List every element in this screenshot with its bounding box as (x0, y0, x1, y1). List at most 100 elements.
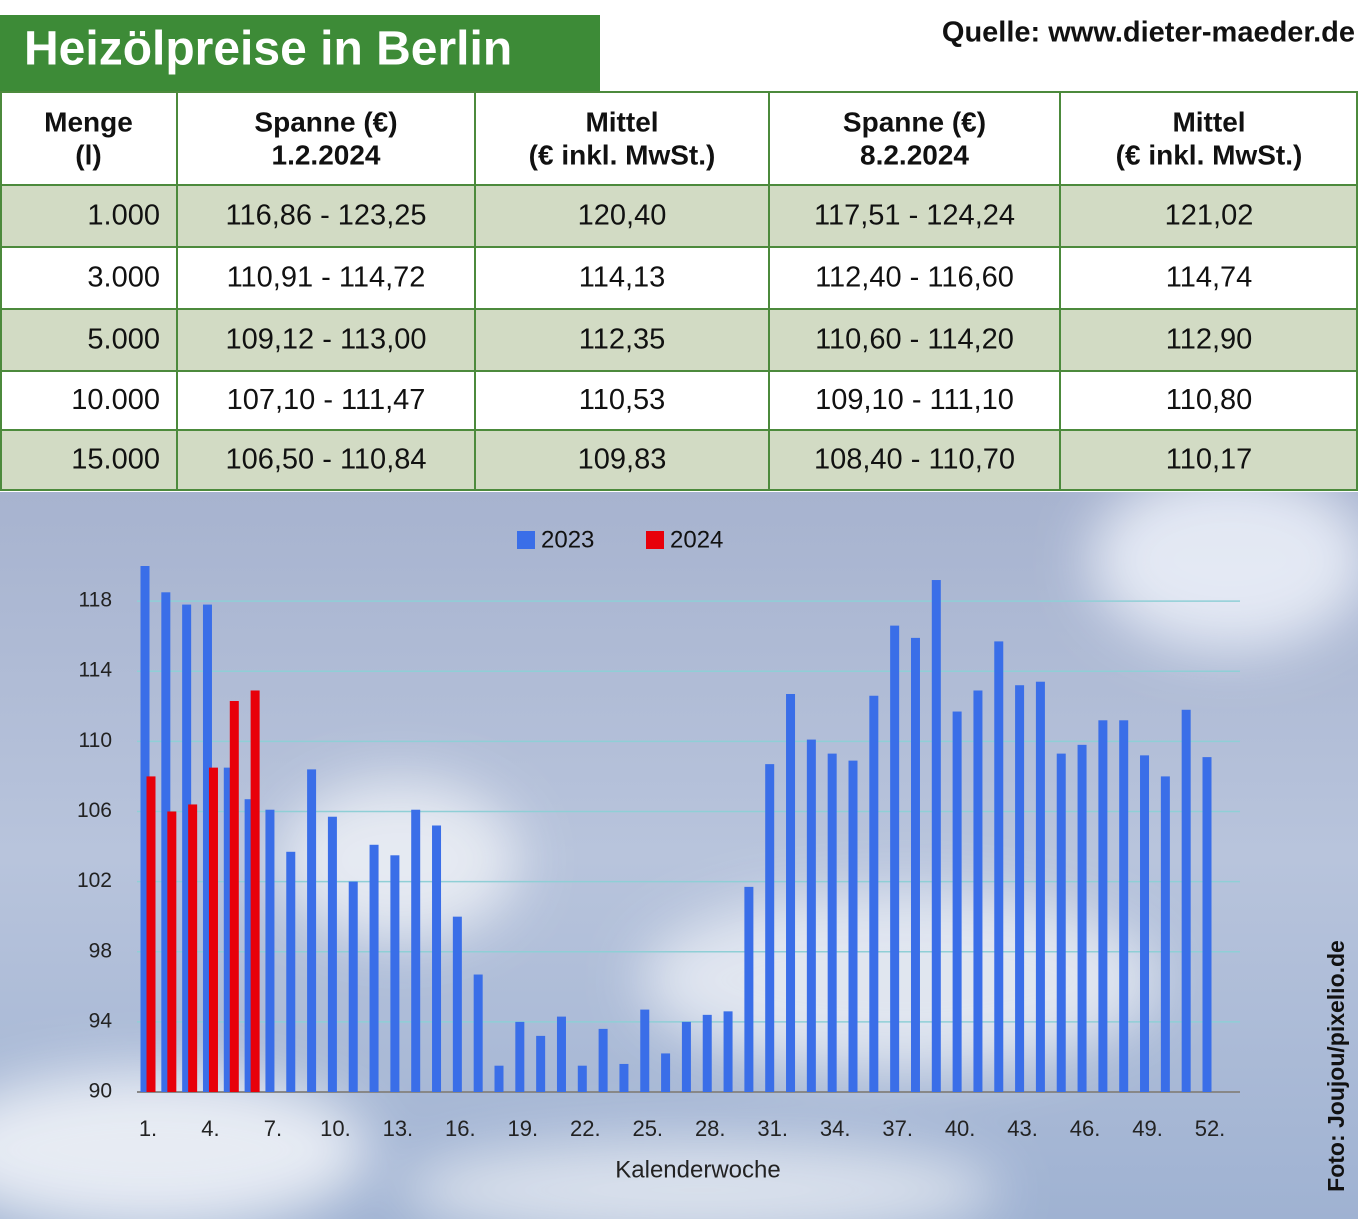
y-tick-label: 118 (79, 589, 112, 612)
title-box (0, 15, 600, 92)
bar (786, 693, 796, 1092)
title: Heizölpreise in Berlin (24, 23, 512, 76)
bar (536, 1035, 546, 1092)
table-cell: 112,90 (1166, 324, 1253, 356)
x-tick-label: 43. (1007, 1116, 1038, 1141)
table-cell: 110,60 - 114,20 (815, 324, 1014, 356)
bar (327, 816, 337, 1092)
bar (994, 641, 1004, 1092)
table-cell: 3.000 (87, 262, 160, 294)
x-tick-label: 19. (508, 1116, 539, 1141)
bar (1119, 720, 1129, 1092)
bar (432, 825, 442, 1092)
bar (806, 739, 816, 1092)
table-header: 1.2.2024 (272, 139, 381, 170)
photo-credit: Foto: Joujou/pixelio.de (1323, 940, 1349, 1192)
bar (827, 753, 837, 1092)
table-header: Spanne (€) (843, 106, 986, 137)
bar (452, 916, 462, 1092)
bar (1202, 757, 1212, 1092)
bar (265, 809, 275, 1092)
x-tick-label: 31. (757, 1116, 788, 1141)
bar (411, 809, 421, 1092)
x-tick-label: 25. (632, 1116, 663, 1141)
x-tick-label: 16. (445, 1116, 476, 1141)
bar (473, 974, 483, 1092)
y-tick-label: 90 (89, 1080, 112, 1103)
y-tick-label: 106 (77, 799, 112, 822)
table-cell: 109,12 - 113,00 (225, 324, 426, 356)
table-cell: 121,02 (1165, 200, 1254, 232)
legend-swatch (646, 531, 664, 549)
y-tick-label: 110 (79, 729, 112, 752)
table-cell: 110,53 (579, 384, 666, 416)
table-cell: 107,10 - 111,47 (227, 384, 426, 416)
table-header: Spanne (€) (254, 106, 397, 137)
table-cell: 108,40 - 110,70 (814, 444, 1015, 476)
x-tick-label: 34. (820, 1116, 851, 1141)
bar (1140, 755, 1150, 1092)
bar (661, 1053, 671, 1092)
x-tick-label: 37. (882, 1116, 913, 1141)
bar (208, 767, 218, 1092)
table-cell: 110,91 - 114,72 (227, 262, 426, 294)
bar (515, 1021, 525, 1092)
table-cell: 112,40 - 116,60 (815, 262, 1014, 294)
bar (286, 851, 296, 1092)
table-row-bg (0, 185, 1358, 247)
table-row-bg (0, 430, 1358, 490)
table-cell: 114,13 (579, 262, 666, 294)
y-tick-label: 94 (89, 1009, 113, 1032)
table-cell: 116,86 - 123,25 (225, 200, 426, 232)
table-cell: 10.000 (71, 384, 160, 416)
bar (681, 1021, 691, 1092)
table-cell: 106,50 - 110,84 (225, 444, 426, 476)
bar (188, 804, 198, 1092)
bar (182, 604, 192, 1092)
bar (744, 886, 754, 1092)
x-tick-label: 22. (570, 1116, 601, 1141)
y-tick-label: 114 (79, 659, 113, 682)
bar (1077, 744, 1087, 1092)
bar (598, 1028, 608, 1092)
y-tick-label: 102 (77, 869, 112, 892)
table-header: Mittel (1172, 106, 1245, 137)
bar (931, 580, 941, 1092)
table-header: (€ inkl. MwSt.) (529, 139, 716, 170)
legend-swatch (517, 531, 535, 549)
bar (869, 695, 879, 1092)
table-cell: 109,83 (578, 444, 667, 476)
table-row-bg (0, 247, 1358, 309)
bar (202, 604, 212, 1092)
bar (1015, 685, 1025, 1092)
x-tick-label: 13. (383, 1116, 414, 1141)
bar (167, 811, 177, 1092)
bar (161, 592, 171, 1092)
table-cell: 1.000 (87, 200, 160, 232)
bar (494, 1065, 504, 1092)
table-header: Mittel (585, 106, 658, 137)
bar (244, 799, 254, 1092)
bar (723, 1011, 733, 1092)
bar (229, 701, 239, 1092)
table-cell: 110,17 (1166, 444, 1253, 476)
table-cell: 5.000 (87, 324, 160, 356)
clouds (0, 470, 1358, 1219)
x-tick-label: 7. (264, 1116, 282, 1141)
source: Quelle: www.dieter-maeder.de (942, 17, 1355, 49)
table-cell: 110,80 (1166, 384, 1253, 416)
table-cell: 15.000 (71, 444, 160, 476)
table-cell: 120,40 (578, 200, 667, 232)
bar (640, 1009, 650, 1092)
bar (250, 690, 260, 1092)
bar (307, 769, 317, 1092)
x-tick-label: 49. (1132, 1116, 1163, 1141)
table-header: (l) (75, 139, 101, 170)
bar (910, 637, 920, 1092)
bar (577, 1065, 587, 1092)
y-tick-label: 98 (89, 939, 112, 962)
x-tick-label: 46. (1070, 1116, 1101, 1141)
table-row-bg (0, 309, 1358, 371)
table-cell: 112,35 (579, 324, 666, 356)
